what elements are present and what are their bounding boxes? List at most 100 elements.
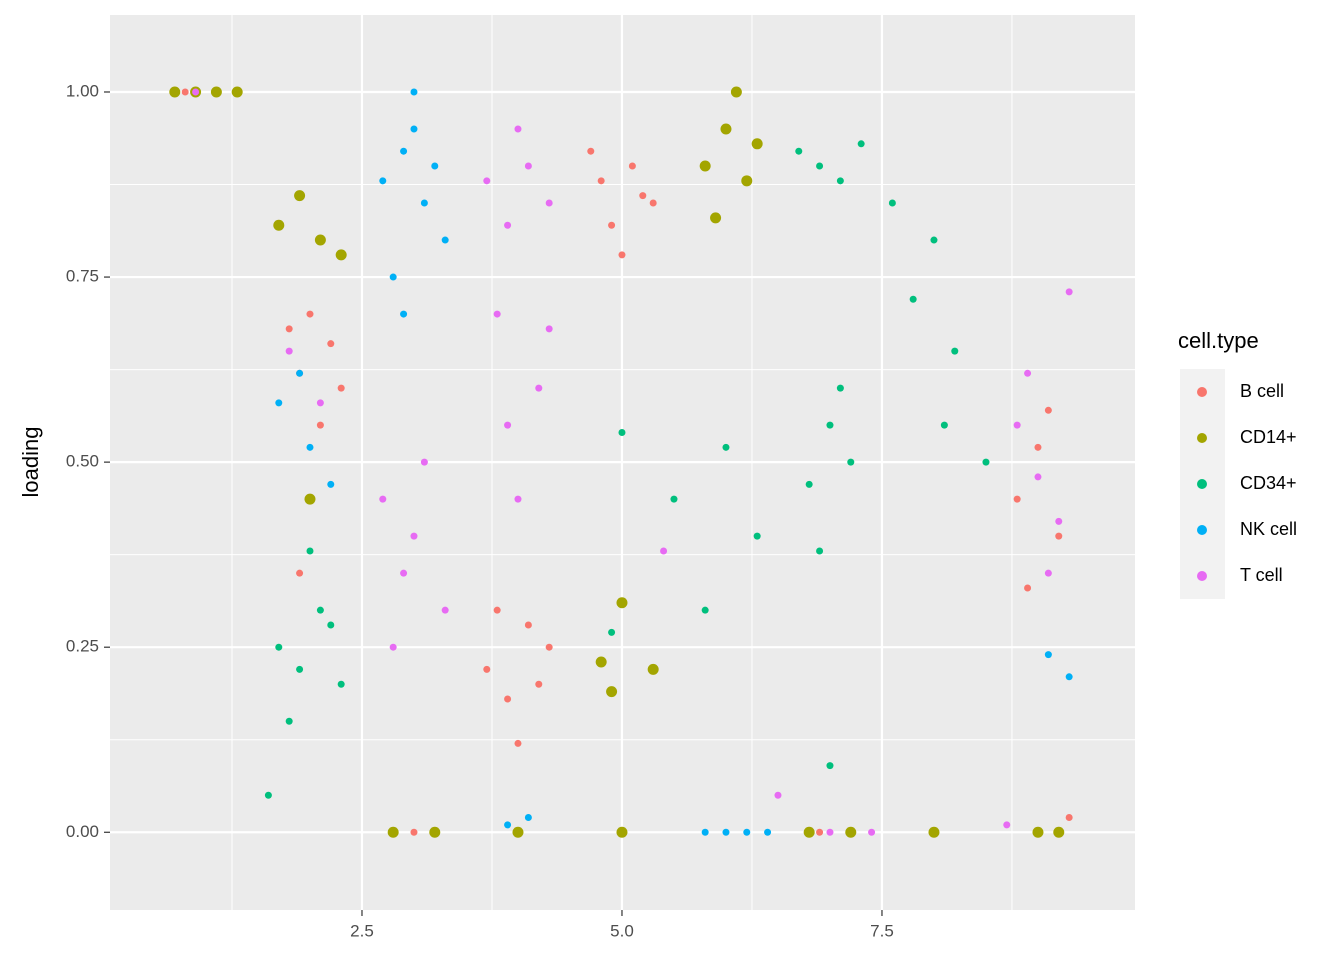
- point: [337, 680, 345, 688]
- point: [181, 88, 189, 96]
- point: [764, 828, 772, 836]
- point: [545, 325, 553, 333]
- point: [751, 138, 763, 150]
- point: [493, 606, 501, 614]
- point: [909, 295, 917, 303]
- legend-label: T cell: [1240, 565, 1283, 585]
- point: [805, 480, 813, 488]
- point: [514, 739, 522, 747]
- point: [1044, 569, 1052, 577]
- point: [720, 123, 732, 135]
- point: [826, 421, 834, 429]
- point: [1065, 288, 1073, 296]
- point: [595, 656, 607, 668]
- point: [210, 86, 222, 98]
- point: [296, 665, 304, 673]
- point: [231, 86, 243, 98]
- point: [483, 665, 491, 673]
- legend-marker: [1197, 387, 1207, 397]
- legend-marker: [1197, 433, 1207, 443]
- point: [316, 399, 324, 407]
- point: [431, 162, 439, 170]
- y-tick-label: 1.00: [66, 81, 99, 100]
- point: [535, 680, 543, 688]
- points: [169, 86, 1073, 838]
- point: [930, 236, 938, 244]
- point: [524, 621, 532, 629]
- point: [816, 547, 824, 555]
- point: [535, 384, 543, 392]
- point: [982, 458, 990, 466]
- point: [647, 663, 659, 675]
- point: [441, 606, 449, 614]
- point: [389, 643, 397, 651]
- point: [306, 310, 314, 318]
- point: [504, 421, 512, 429]
- point: [608, 628, 616, 636]
- legend-marker: [1197, 479, 1207, 489]
- point: [337, 384, 345, 392]
- point: [483, 177, 491, 185]
- point: [868, 828, 876, 836]
- point: [701, 606, 709, 614]
- legend-marker: [1197, 571, 1207, 581]
- point: [327, 621, 335, 629]
- point: [410, 532, 418, 540]
- point: [618, 251, 626, 259]
- point: [275, 643, 283, 651]
- point: [616, 597, 628, 609]
- point: [504, 821, 512, 829]
- point: [273, 219, 285, 231]
- point: [400, 569, 408, 577]
- point: [514, 125, 522, 133]
- point: [306, 443, 314, 451]
- point: [304, 493, 316, 505]
- point: [387, 826, 399, 838]
- point: [606, 686, 618, 698]
- point: [514, 495, 522, 503]
- legend: B cell CD14+ CD34+ NK cell T cell: [1180, 369, 1297, 599]
- x-tick-label: 2.5: [350, 921, 374, 940]
- point: [1034, 473, 1042, 481]
- point: [928, 826, 940, 838]
- point: [722, 828, 730, 836]
- point: [545, 199, 553, 207]
- point: [1053, 826, 1065, 838]
- point: [327, 340, 335, 348]
- point: [722, 443, 730, 451]
- point: [169, 86, 181, 98]
- point: [1003, 821, 1011, 829]
- point: [587, 147, 595, 155]
- point: [306, 547, 314, 555]
- y-tick-label: 0.75: [66, 267, 99, 286]
- point: [1034, 443, 1042, 451]
- point: [1065, 673, 1073, 681]
- legend-label: CD14+: [1240, 427, 1297, 447]
- point: [316, 606, 324, 614]
- y-axis-title: loading: [18, 427, 43, 498]
- point: [1055, 517, 1063, 525]
- point: [816, 162, 824, 170]
- point: [730, 86, 742, 98]
- point: [296, 569, 304, 577]
- point: [836, 384, 844, 392]
- axes: 2.5 5.0 7.5 0.00 0.25 0.50 0.75 1.00: [66, 81, 894, 940]
- point: [660, 547, 668, 555]
- point: [803, 826, 815, 838]
- point: [1013, 421, 1021, 429]
- point: [743, 828, 751, 836]
- point: [420, 458, 428, 466]
- point: [429, 826, 441, 838]
- point: [888, 199, 896, 207]
- point: [420, 199, 428, 207]
- point: [940, 421, 948, 429]
- point: [639, 192, 647, 200]
- y-tick-label: 0.50: [66, 452, 99, 471]
- point: [1032, 826, 1044, 838]
- point: [597, 177, 605, 185]
- point: [285, 347, 293, 355]
- legend-label: NK cell: [1240, 519, 1297, 539]
- point: [826, 762, 834, 770]
- legend-label: CD34+: [1240, 473, 1297, 493]
